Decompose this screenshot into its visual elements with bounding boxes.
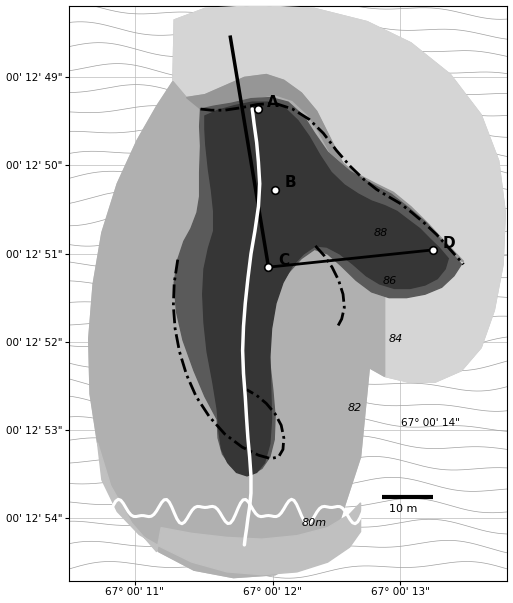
Polygon shape (187, 75, 464, 262)
Text: 88: 88 (373, 227, 388, 238)
Text: 80m: 80m (301, 518, 326, 528)
Text: 67° 00' 14": 67° 00' 14" (401, 418, 460, 428)
Text: D: D (443, 236, 455, 251)
Text: 82: 82 (347, 403, 362, 413)
Polygon shape (174, 98, 461, 474)
Text: B: B (285, 175, 297, 190)
Polygon shape (173, 5, 505, 382)
Text: 84: 84 (389, 334, 403, 344)
Polygon shape (203, 102, 448, 476)
Polygon shape (97, 443, 361, 575)
Text: 10 m: 10 m (389, 504, 418, 514)
Polygon shape (89, 75, 385, 578)
Text: C: C (278, 253, 289, 268)
Text: 86: 86 (383, 276, 397, 286)
Polygon shape (89, 5, 505, 578)
Text: A: A (267, 95, 279, 110)
